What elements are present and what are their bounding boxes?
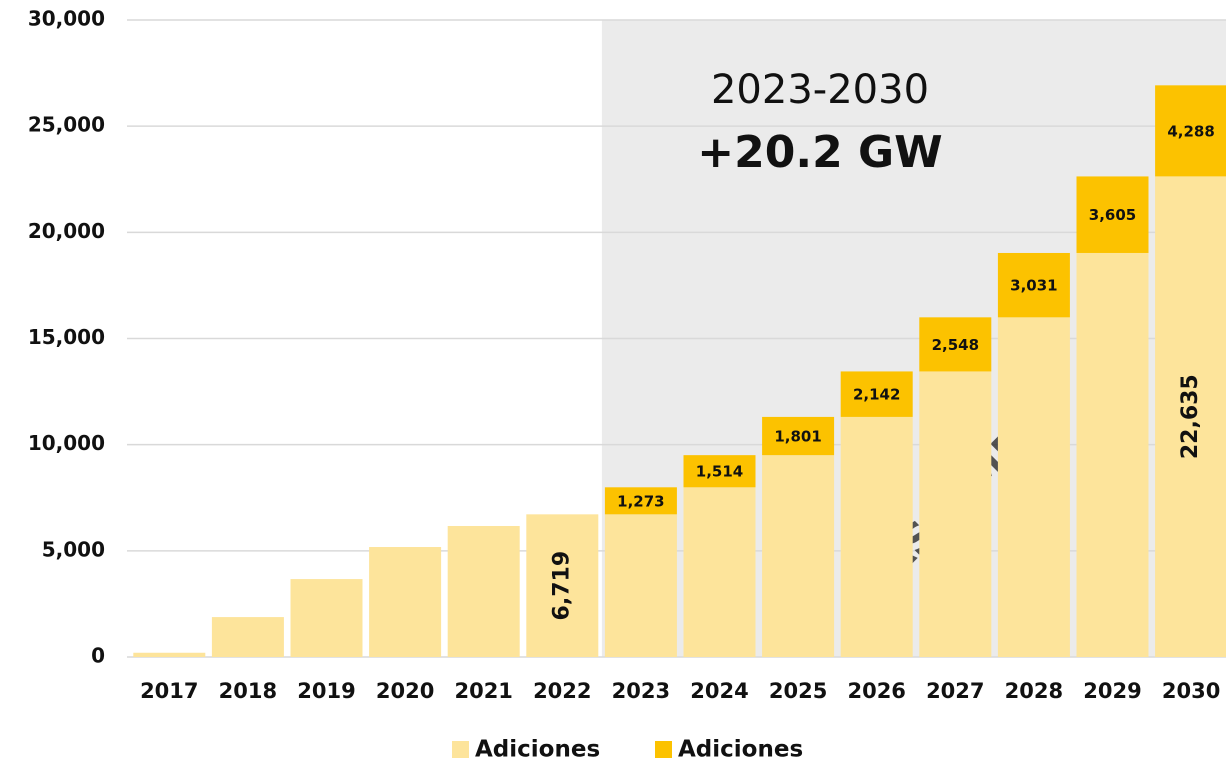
annotation: 2023-2030 — [711, 67, 929, 113]
x-tick-label: 2022 — [533, 679, 591, 703]
legend-swatch — [452, 741, 469, 758]
bar-segment — [604, 487, 677, 515]
bar-segment — [369, 547, 442, 657]
value-label: 22,635 — [1178, 374, 1203, 459]
value-label: 1,514 — [696, 463, 743, 481]
x-tick-label: 2019 — [297, 679, 355, 703]
annotation: +20.2 GW — [697, 127, 942, 178]
bar-segment — [997, 317, 1070, 657]
bar-segment — [133, 652, 206, 657]
bar-segment — [840, 371, 913, 417]
x-tick-label: 2029 — [1083, 679, 1141, 703]
y-tick-label: 30,000 — [28, 7, 105, 31]
bar-segment — [919, 317, 992, 372]
y-tick-label: 0 — [91, 644, 105, 668]
bar-segment — [997, 252, 1070, 318]
legend-swatch — [655, 741, 672, 758]
bar-segment — [840, 416, 913, 657]
bar-segment — [919, 371, 992, 657]
bar-segment — [1076, 176, 1149, 253]
x-tick-label: 2024 — [690, 679, 748, 703]
x-tick-label: 2025 — [769, 679, 827, 703]
value-label: 2,142 — [853, 386, 900, 404]
y-tick-label: 20,000 — [28, 219, 105, 243]
x-tick-label: 2017 — [140, 679, 198, 703]
bar-segment — [526, 514, 599, 657]
x-tick-label: 2027 — [926, 679, 984, 703]
bar-segment — [290, 579, 363, 657]
bar-segment — [762, 416, 835, 456]
value-label: 6,719 — [549, 551, 574, 621]
y-tick-label: 5,000 — [42, 537, 105, 561]
bar-segment — [683, 487, 756, 657]
legend-label: Adiciones — [475, 737, 600, 763]
bar-segment — [683, 455, 756, 488]
value-label: 1,801 — [774, 428, 821, 446]
value-label: 3,605 — [1089, 206, 1136, 224]
bar-segment — [1155, 176, 1226, 658]
x-tick-label: 2030 — [1162, 679, 1220, 703]
bar-segment — [1076, 252, 1149, 657]
x-tick-label: 2020 — [376, 679, 434, 703]
bar-segment — [1155, 85, 1226, 177]
value-label: 4,288 — [1167, 122, 1214, 140]
x-tick-label: 2026 — [847, 679, 905, 703]
bar-segment — [604, 514, 677, 657]
y-tick-label: 25,000 — [28, 113, 105, 137]
y-tick-label: 10,000 — [28, 431, 105, 455]
value-label: 3,031 — [1010, 277, 1057, 295]
x-tick-label: 2023 — [612, 679, 670, 703]
x-tick-label: 2021 — [454, 679, 512, 703]
value-label: 1,273 — [617, 492, 664, 510]
bar-segment — [447, 525, 520, 657]
x-tick-label: 2018 — [219, 679, 277, 703]
value-label: 2,548 — [932, 336, 979, 354]
bar-segment — [762, 455, 835, 657]
y-tick-label: 15,000 — [28, 325, 105, 349]
legend-label: Adiciones — [678, 737, 803, 763]
x-tick-label: 2028 — [1005, 679, 1063, 703]
bar-segment — [211, 617, 284, 657]
